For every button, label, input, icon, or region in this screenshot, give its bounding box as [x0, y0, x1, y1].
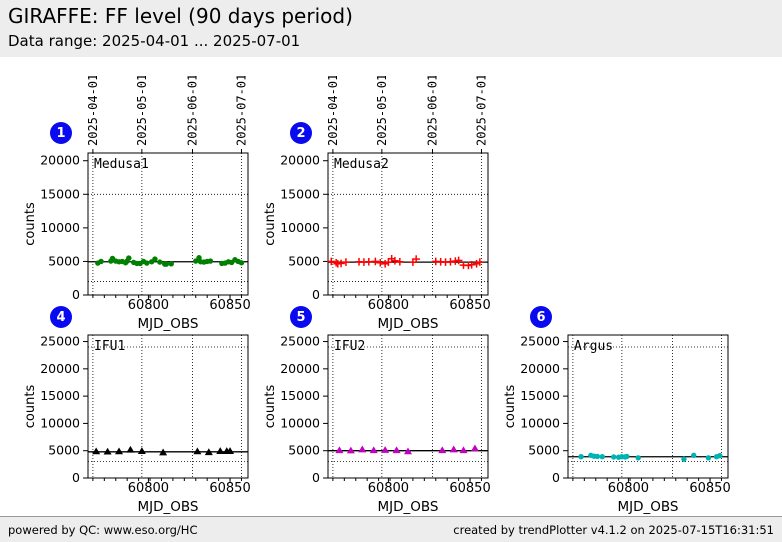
- svg-text:2025-04-01: 2025-04-01: [86, 76, 100, 146]
- svg-text:15000: 15000: [40, 388, 80, 403]
- svg-text:10000: 10000: [40, 220, 80, 235]
- svg-text:60800: 60800: [128, 481, 169, 496]
- svg-text:counts: counts: [503, 385, 518, 429]
- svg-text:2025-05-01: 2025-05-01: [135, 76, 149, 146]
- plot-badge-2[interactable]: 2: [290, 122, 312, 144]
- svg-text:5000: 5000: [528, 443, 560, 458]
- svg-text:5000: 5000: [288, 443, 320, 458]
- svg-text:2025-05-01: 2025-05-01: [375, 76, 389, 146]
- svg-text:20000: 20000: [40, 153, 80, 168]
- plot-badge-1[interactable]: 1: [50, 122, 72, 144]
- svg-text:15000: 15000: [280, 388, 320, 403]
- svg-text:counts: counts: [263, 202, 278, 246]
- svg-text:counts: counts: [263, 385, 278, 429]
- svg-text:Argus: Argus: [574, 339, 613, 354]
- page-header: GIRAFFE: FF level (90 days period) Data …: [0, 0, 782, 57]
- svg-text:60800: 60800: [608, 481, 649, 496]
- svg-text:Medusa1: Medusa1: [94, 157, 149, 172]
- svg-text:60850: 60850: [209, 298, 250, 313]
- svg-text:25000: 25000: [40, 334, 80, 349]
- svg-text:MJD_OBS: MJD_OBS: [378, 499, 439, 515]
- svg-text:60850: 60850: [209, 481, 250, 496]
- page-title: GIRAFFE: FF level (90 days period): [8, 4, 353, 28]
- svg-text:MJD_OBS: MJD_OBS: [378, 316, 439, 332]
- plot-badge-5[interactable]: 5: [290, 306, 312, 328]
- plot-badge-4[interactable]: 4: [50, 306, 72, 328]
- svg-text:10000: 10000: [40, 415, 80, 430]
- svg-text:MJD_OBS: MJD_OBS: [138, 499, 199, 515]
- svg-text:5000: 5000: [288, 253, 320, 268]
- svg-text:2025-06-01: 2025-06-01: [185, 76, 199, 146]
- svg-text:IFU1: IFU1: [94, 339, 125, 354]
- footer-created-by: created by trendPlotter v4.1.2 on 2025-0…: [453, 522, 774, 537]
- svg-text:2025-07-01: 2025-07-01: [234, 76, 248, 146]
- svg-text:25000: 25000: [280, 334, 320, 349]
- svg-text:2025-07-01: 2025-07-01: [474, 76, 488, 146]
- svg-text:2025-06-01: 2025-06-01: [425, 76, 439, 146]
- svg-text:2025-04-01: 2025-04-01: [326, 76, 340, 146]
- svg-text:60850: 60850: [449, 481, 490, 496]
- chart-argus: 0 5000 10000 15000 20000 25000 60800 60850 MJD_O…: [500, 330, 754, 530]
- svg-text:15000: 15000: [280, 186, 320, 201]
- svg-text:MJD_OBS: MJD_OBS: [618, 499, 679, 515]
- svg-text:5000: 5000: [48, 443, 80, 458]
- svg-text:60850: 60850: [449, 298, 490, 313]
- svg-text:0: 0: [312, 470, 320, 485]
- chart-ifu2: 0 5000 10000 15000 20000 25000 60800 60850 MJD_O…: [260, 330, 514, 530]
- svg-text:15000: 15000: [40, 186, 80, 201]
- chart-ifu1: 0 5000 10000 15000 20000 25000 60800 60850 MJD_O…: [20, 330, 274, 530]
- svg-text:60800: 60800: [368, 298, 409, 313]
- svg-text:10000: 10000: [520, 415, 560, 430]
- page-footer: powered by QC: www.eso.org/HC created by…: [0, 516, 782, 542]
- svg-text:0: 0: [552, 470, 560, 485]
- svg-text:15000: 15000: [520, 388, 560, 403]
- svg-text:20000: 20000: [40, 361, 80, 376]
- svg-text:IFU2: IFU2: [334, 339, 365, 354]
- svg-text:0: 0: [72, 470, 80, 485]
- svg-text:MJD_OBS: MJD_OBS: [138, 316, 199, 332]
- plot-badge-6[interactable]: 6: [530, 306, 552, 328]
- svg-text:20000: 20000: [280, 361, 320, 376]
- svg-text:0: 0: [312, 287, 320, 302]
- svg-text:25000: 25000: [520, 334, 560, 349]
- chart-medusa2: 2025-04-01 2025-05-01 2025-06-01 2025-07-01…: [260, 74, 514, 336]
- chart-medusa1: 2025-04-01 2025-05-01 2025-06-01 2025-07-01…: [20, 74, 274, 336]
- svg-text:60800: 60800: [368, 481, 409, 496]
- svg-text:60850: 60850: [689, 481, 730, 496]
- svg-text:counts: counts: [23, 385, 38, 429]
- svg-text:0: 0: [72, 287, 80, 302]
- footer-powered-by: powered by QC: www.eso.org/HC: [8, 522, 198, 537]
- svg-text:Medusa2: Medusa2: [334, 157, 389, 172]
- svg-text:10000: 10000: [280, 415, 320, 430]
- svg-text:5000: 5000: [48, 253, 80, 268]
- date-range: Data range: 2025-04-01 ... 2025-07-01: [8, 32, 301, 50]
- svg-text:60800: 60800: [128, 298, 169, 313]
- svg-text:20000: 20000: [280, 153, 320, 168]
- svg-text:10000: 10000: [280, 220, 320, 235]
- svg-text:counts: counts: [23, 202, 38, 246]
- svg-text:20000: 20000: [520, 361, 560, 376]
